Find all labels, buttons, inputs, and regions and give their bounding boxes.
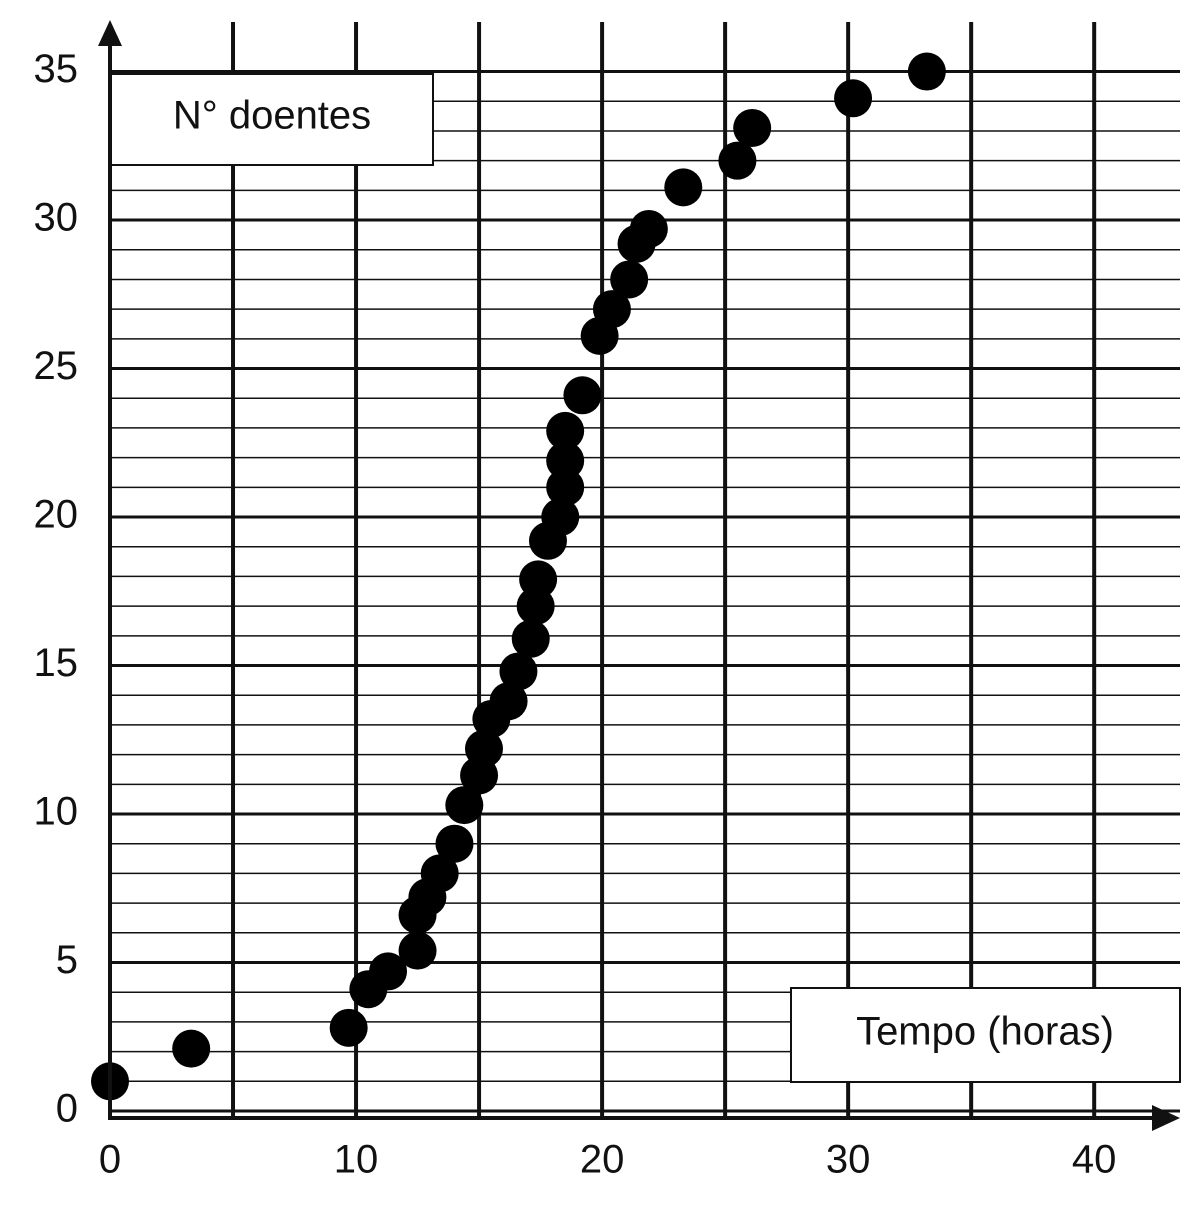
point xyxy=(445,786,484,825)
point xyxy=(435,824,474,863)
y-tick-label: 10 xyxy=(34,790,79,834)
x-tick-label: 20 xyxy=(580,1138,625,1182)
point xyxy=(420,854,459,893)
point xyxy=(546,441,585,480)
overlay: N° doentes Tempo (horas) 0 5 10 15 20 25 30 35 0… xyxy=(34,20,1181,1182)
point xyxy=(563,376,602,415)
y-tick-label: 25 xyxy=(34,344,79,388)
point xyxy=(369,952,408,991)
y-tick-label: 20 xyxy=(34,493,79,537)
point xyxy=(172,1029,211,1068)
point xyxy=(592,290,631,329)
x-tick-label: 30 xyxy=(826,1138,871,1182)
y-tick-label: 35 xyxy=(34,47,79,91)
point xyxy=(733,108,772,147)
x-tick-label: 10 xyxy=(334,1138,379,1182)
y-tick-label: 15 xyxy=(34,641,79,685)
point xyxy=(499,652,538,691)
point xyxy=(610,260,649,299)
point xyxy=(546,411,585,450)
y-tick-label: 30 xyxy=(34,196,79,240)
point xyxy=(519,560,558,599)
x-tick-label: 0 xyxy=(99,1138,121,1182)
x-tick-label: 40 xyxy=(1072,1138,1117,1182)
point xyxy=(489,682,528,721)
x-arrow xyxy=(1152,1105,1180,1131)
x-label-box xyxy=(790,987,1181,1083)
y-arrow xyxy=(98,20,122,46)
point xyxy=(546,468,585,507)
point xyxy=(834,79,873,118)
y-label-box xyxy=(109,73,434,166)
x-axis-label: Tempo (horas) xyxy=(856,1010,1114,1054)
point xyxy=(664,168,703,207)
y-tick-label: 0 xyxy=(56,1087,78,1131)
point xyxy=(464,729,503,768)
point xyxy=(398,931,437,970)
y-tick-label: 5 xyxy=(56,938,78,982)
y-axis-label: N° doentes xyxy=(173,94,371,138)
marks xyxy=(91,52,946,1101)
grid xyxy=(110,22,1180,1118)
point xyxy=(329,1008,368,1047)
point xyxy=(629,209,668,248)
point xyxy=(541,498,580,537)
point xyxy=(511,619,550,658)
point xyxy=(718,141,757,180)
point xyxy=(907,52,946,91)
